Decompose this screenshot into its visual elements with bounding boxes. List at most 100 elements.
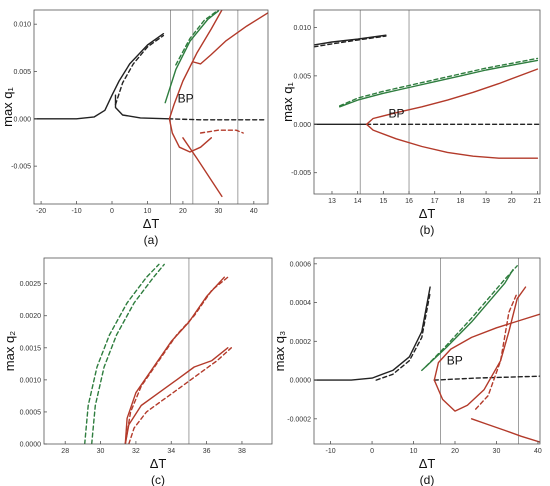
x-axis-label-c: ΔT xyxy=(150,456,167,471)
x-tick-label-a-3: 10 xyxy=(144,208,152,215)
x-tick-label-a-2: 0 xyxy=(110,208,114,215)
y-tick-label-d-3: 0.0000 xyxy=(290,378,312,385)
y-axis-label-d: max q₃ xyxy=(272,331,287,372)
x-axis-label-a: ΔT xyxy=(143,216,160,231)
x-tick-label-b-4: 17 xyxy=(431,198,439,205)
series-line-b-4 xyxy=(339,59,539,108)
x-tick-label-c-5: 38 xyxy=(238,448,246,455)
y-tick-label-c-4: 0.0005 xyxy=(20,409,42,416)
x-tick-label-c-2: 32 xyxy=(132,448,140,455)
x-tick-label-b-6: 19 xyxy=(482,198,490,205)
x-tick-label-d-1: 0 xyxy=(370,448,374,455)
x-tick-label-b-7: 20 xyxy=(508,198,516,205)
panel-b: 13 14 15 16 17 18 19 20 21 0.010 0.005 0.000 -0.005 B… xyxy=(280,9,542,237)
y-tick-label-a-0: 0.010 xyxy=(13,22,31,29)
series-line-a-2 xyxy=(114,94,170,120)
series-line-d-1 xyxy=(375,292,431,381)
panel-label-c: (c) xyxy=(151,473,165,486)
series-line-a-6 xyxy=(168,10,223,120)
series-line-c-4 xyxy=(124,347,229,444)
y-tick-label-b-0: 0.010 xyxy=(293,25,311,32)
plot-frame-c xyxy=(43,257,273,445)
y-axis-label-b: max q₁ xyxy=(280,81,295,121)
x-tick-label-b-8: 21 xyxy=(534,198,542,205)
y-tick-label-c-0: 0.0025 xyxy=(20,281,42,288)
series-line-c-0 xyxy=(84,263,160,444)
plot-frame-d xyxy=(313,257,541,445)
series-line-d-5 xyxy=(433,313,540,381)
series-line-d-3 xyxy=(421,268,514,372)
annotation-bp-d: BP xyxy=(447,354,463,368)
y-tick-label-c-1: 0.0020 xyxy=(20,313,42,320)
x-tick-label-d-2: 10 xyxy=(410,448,418,455)
y-tick-label-a-1: 0.005 xyxy=(13,69,31,76)
series-line-a-8 xyxy=(192,12,268,65)
panel-label-b: (b) xyxy=(420,223,435,237)
x-axis-label-d: ΔT xyxy=(419,456,436,471)
y-tick-label-b-2: 0.000 xyxy=(293,122,311,129)
series-line-c-3 xyxy=(124,276,229,444)
series-line-a-0 xyxy=(34,33,165,120)
series-line-b-7 xyxy=(365,123,539,159)
y-tick-label-b-3: -0.005 xyxy=(291,170,311,177)
x-tick-label-d-3: 20 xyxy=(451,448,459,455)
x-tick-label-a-6: 40 xyxy=(250,208,258,215)
x-tick-label-b-3: 16 xyxy=(405,198,413,205)
y-tick-label-c-2: 0.0015 xyxy=(20,345,42,352)
x-tick-label-c-4: 36 xyxy=(203,448,211,455)
panel-a: -20 -10 0 10 20 30 40 0.010 0.005 0.000 -0.005 BP ΔT… xyxy=(0,9,269,247)
plot-frame-b xyxy=(313,9,541,195)
y-tick-label-c-3: 0.0010 xyxy=(20,377,42,384)
y-tick-label-d-1: 0.0004 xyxy=(290,300,312,307)
series-line-a-3 xyxy=(168,118,266,121)
series-line-a-4 xyxy=(164,10,220,104)
y-tick-label-c-5: 0.0000 xyxy=(20,442,42,449)
x-tick-label-b-1: 14 xyxy=(354,198,362,205)
series-line-c-1 xyxy=(91,263,165,444)
y-axis-label-a: max q₁ xyxy=(0,86,15,126)
series-line-a-7 xyxy=(168,118,212,153)
series-line-d-0 xyxy=(314,286,431,381)
y-tick-label-d-2: 0.0002 xyxy=(290,339,312,346)
series-line-a-10 xyxy=(199,129,244,134)
series-line-b-6 xyxy=(365,68,539,125)
series-line-b-5 xyxy=(339,57,539,107)
series-line-d-7 xyxy=(470,418,540,443)
series-line-a-9 xyxy=(182,137,223,198)
series-line-d-8 xyxy=(475,292,518,410)
x-tick-label-a-0: -20 xyxy=(36,208,46,215)
series-line-a-5 xyxy=(175,10,220,66)
series-line-d-6 xyxy=(433,286,527,412)
x-tick-label-a-1: -10 xyxy=(71,208,81,215)
x-tick-label-d-0: -10 xyxy=(326,448,336,455)
x-axis-label-b: ΔT xyxy=(419,206,436,221)
x-tick-label-c-1: 30 xyxy=(97,448,105,455)
plot-frame-a xyxy=(33,9,269,205)
annotation-bp-b: BP xyxy=(388,106,404,120)
series-line-b-0 xyxy=(314,34,387,46)
x-tick-label-d-4: 30 xyxy=(493,448,501,455)
y-tick-label-b-1: 0.005 xyxy=(293,73,311,80)
series-line-d-2 xyxy=(433,375,540,381)
x-tick-label-c-3: 34 xyxy=(167,448,175,455)
x-tick-label-d-5: 40 xyxy=(534,448,542,455)
y-axis-label-c: max q₂ xyxy=(2,331,17,371)
series-line-d-4 xyxy=(425,265,518,368)
panel-label-d: (d) xyxy=(420,473,435,486)
panel-d: -10 0 10 20 30 40 0.0006 0.0004 0.0002 0.0000 -0.0… xyxy=(272,257,542,486)
y-tick-label-a-3: -0.005 xyxy=(11,164,31,171)
x-tick-label-a-4: 20 xyxy=(179,208,187,215)
panel-c: 28 30 32 34 36 38 0.0025 0.0020 0.0015 0.0010 0.00… xyxy=(2,257,273,486)
panel-label-a: (a) xyxy=(144,233,159,247)
series-line-c-2 xyxy=(124,276,225,444)
x-tick-label-c-0: 28 xyxy=(61,448,69,455)
x-tick-label-b-2: 15 xyxy=(379,198,387,205)
x-tick-label-b-0: 13 xyxy=(328,198,336,205)
y-tick-label-d-0: 0.0006 xyxy=(290,261,312,268)
annotation-bp-a: BP xyxy=(178,92,194,106)
series-line-c-5 xyxy=(128,347,232,444)
series-line-b-1 xyxy=(314,35,387,48)
x-tick-label-b-5: 18 xyxy=(456,198,464,205)
x-tick-label-a-5: 30 xyxy=(214,208,222,215)
